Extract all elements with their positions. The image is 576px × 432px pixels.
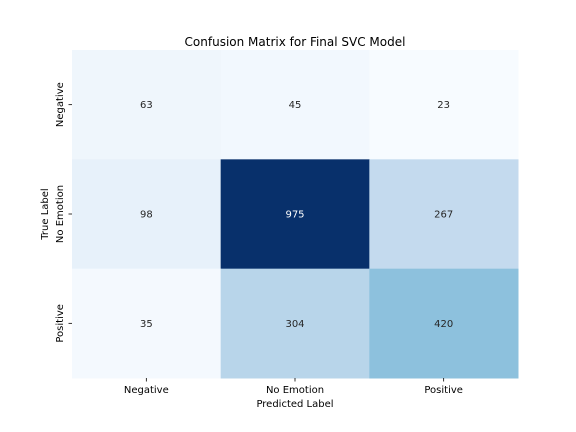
cell-value-r1-c0: 98	[140, 210, 153, 221]
heatmap-cell-r0-c1	[220, 50, 370, 160]
heatmap-cell-r0-c0	[72, 50, 222, 160]
cell-value-r2-c2: 420	[434, 319, 453, 330]
cell-value-r1-c1: 975	[285, 210, 304, 221]
y-tick-label-0: Negative	[55, 82, 66, 127]
heatmap-cell-r2-c1	[220, 268, 370, 379]
heatmap-cell-r0-c2	[369, 50, 519, 160]
x-axis-ticks: Negative No Emotion Positive	[124, 378, 463, 396]
heatmap-cells	[72, 50, 519, 379]
x-tick-label-0: Negative	[124, 385, 169, 396]
y-tick-label-2: Positive	[55, 304, 66, 343]
x-axis-label: Predicted Label	[256, 399, 333, 410]
heatmap-cell-r1-c1	[220, 159, 370, 270]
cell-value-r0-c2: 23	[437, 100, 450, 111]
y-tick-label-1: No Emotion	[55, 185, 66, 243]
cell-value-r1-c2: 267	[434, 210, 453, 221]
heatmap-cell-r1-c0	[72, 159, 222, 270]
cell-value-r0-c1: 45	[289, 100, 302, 111]
chart-title: Confusion Matrix for Final SVC Model	[185, 35, 406, 49]
heatmap-cell-labels: 63 45 23 98 975 267 35 304 420	[140, 100, 453, 330]
y-axis-ticks: Negative No Emotion Positive	[55, 82, 72, 343]
heatmap-cell-r2-c2	[369, 268, 519, 379]
cell-value-r0-c0: 63	[140, 100, 153, 111]
x-tick-label-1: No Emotion	[266, 385, 324, 396]
x-tick-label-2: Positive	[424, 385, 463, 396]
cell-value-r2-c0: 35	[140, 319, 153, 330]
y-axis-label: True Label	[40, 188, 51, 240]
heatmap-cell-r1-c2	[369, 159, 519, 270]
heatmap-cell-r2-c0	[72, 268, 222, 379]
cell-value-r2-c1: 304	[285, 319, 304, 330]
